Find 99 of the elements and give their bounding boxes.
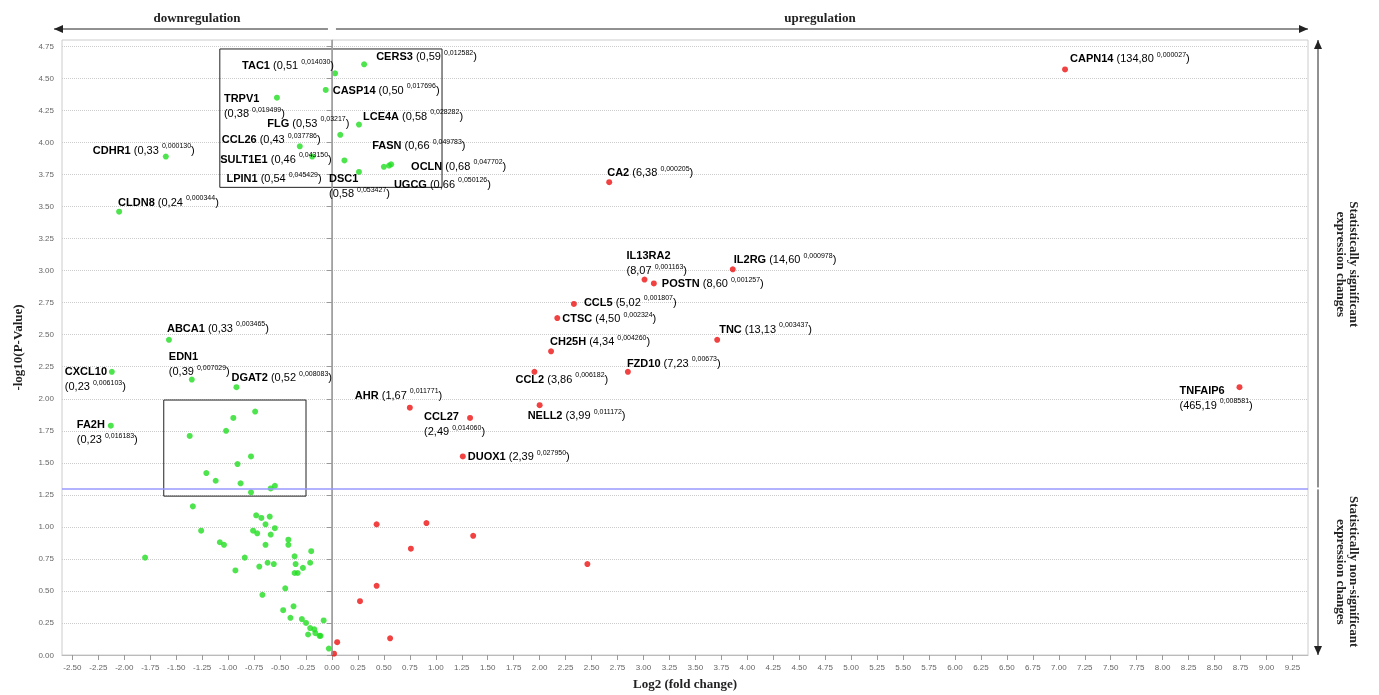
x-tick-label: 2.50 [583, 662, 600, 672]
x-tick-label: 4.25 [765, 662, 782, 672]
text: upregulation [784, 9, 857, 25]
y-tick-label: 1.00 [38, 522, 55, 532]
x-tick-label: 8.50 [1206, 662, 1223, 672]
x-tick-label: 0.50 [376, 662, 393, 672]
x-tick-label: 8.00 [1154, 662, 1171, 672]
x-tick-label: 8.25 [1180, 662, 1197, 672]
point [570, 300, 577, 307]
x-tick-label: 0.00 [324, 662, 341, 672]
x-tick-label: 6.25 [973, 662, 990, 672]
x-tick-label: 4.50 [791, 662, 808, 672]
y-tick-label: 3.75 [38, 170, 55, 180]
y-tick-label: 2.50 [38, 330, 55, 340]
text: Statistically significant expression changes [1334, 201, 1362, 328]
y-tick-label: 2.00 [38, 394, 55, 404]
x-tick-label: 6.50 [999, 662, 1016, 672]
point [624, 368, 631, 375]
x-tick-label: 7.75 [1128, 662, 1146, 672]
point [531, 368, 538, 375]
x-tick-label: -1.50 [167, 662, 186, 672]
x-tick-label: 2.75 [609, 662, 626, 672]
point [423, 520, 430, 527]
x-tick-label: 5.00 [843, 662, 860, 672]
y-tick-label: 3.25 [38, 234, 55, 244]
x-tick-label: -0.50 [270, 662, 290, 672]
point [548, 348, 555, 355]
y-tick-label: 0.75 [38, 554, 55, 564]
y-tick-label: 1.25 [38, 490, 55, 500]
x-tick-label: -2.25 [89, 662, 109, 672]
y-tick-label: 4.25 [38, 105, 55, 115]
x-tick-label: 6.00 [947, 662, 964, 672]
x-tick-label: 6.75 [1025, 662, 1042, 672]
x-tick-label: 1.00 [428, 662, 445, 672]
point [554, 315, 561, 322]
x-tick-label: 2.25 [557, 662, 574, 672]
y-tick-label: 4.50 [38, 73, 55, 83]
point [407, 545, 414, 552]
point [373, 582, 380, 589]
x-tick-label: -1.25 [193, 662, 212, 672]
point [406, 404, 413, 411]
x-tick-label: -1.75 [141, 662, 160, 672]
point [459, 453, 466, 460]
point [387, 635, 394, 642]
x-tick-label: 0.75 [402, 662, 419, 672]
point [606, 179, 613, 186]
y-tick-label: 1.50 [38, 458, 55, 468]
y-tick-label: 4.00 [38, 138, 55, 147]
point [1062, 66, 1069, 73]
y-tick-label: 2.25 [38, 362, 55, 372]
point [641, 276, 648, 283]
x-tick-label: 8.75 [1232, 662, 1249, 672]
x-tick-label: 2.00 [531, 662, 548, 672]
y-tick-label: 0.50 [38, 586, 55, 596]
x-tick-label: -2.00 [115, 662, 134, 672]
y-axis-title: -log10(P-Value) [10, 304, 25, 391]
x-tick-label: 0.25 [350, 662, 367, 672]
y-tick-label: 2.75 [38, 298, 55, 308]
x-tick-label: -0.75 [244, 662, 264, 672]
x-tick-label: -2.50 [63, 662, 83, 672]
x-axis-title: Log2 (fold change) [633, 676, 737, 691]
y-tick-label: 3.00 [38, 266, 55, 276]
point [536, 402, 543, 409]
point [334, 639, 341, 646]
y-tick-label: 0.25 [38, 618, 55, 628]
x-tick-label: 3.25 [661, 662, 678, 672]
x-tick-label: 3.75 [713, 662, 730, 672]
point [467, 414, 474, 421]
x-tick-label: 1.25 [453, 662, 471, 672]
x-tick-label: -0.25 [296, 662, 316, 672]
y-tick-label: 4.75 [38, 41, 55, 51]
text: downregulation [153, 9, 242, 25]
point [650, 280, 657, 287]
point [373, 521, 380, 528]
y-tick-label: 3.50 [38, 202, 55, 212]
x-tick-label: -1.00 [219, 662, 238, 672]
x-tick-label: 1.50 [479, 662, 497, 672]
x-tick-label: 3.00 [635, 662, 652, 672]
x-tick-label: 7.25 [1076, 662, 1094, 672]
point [470, 532, 477, 539]
x-tick-label: 9.00 [1258, 662, 1275, 672]
x-tick-label: 5.25 [869, 662, 886, 672]
x-tick-label: 3.50 [687, 662, 704, 672]
text: Statistically non-significant expression changes [1334, 496, 1362, 649]
point [1236, 384, 1243, 391]
point [357, 598, 363, 605]
x-tick-label: 4.75 [817, 662, 834, 672]
point [729, 266, 736, 273]
x-tick-label: 7.00 [1051, 662, 1068, 672]
x-tick-label: 5.50 [895, 662, 912, 672]
x-tick-label: 7.50 [1102, 662, 1120, 672]
x-tick-label: 1.75 [505, 662, 523, 672]
x-tick-label: 9.25 [1284, 662, 1301, 672]
point [714, 336, 721, 343]
y-tick-label: 1.75 [38, 426, 55, 436]
x-tick-label: 4.00 [739, 662, 756, 672]
y-tick-label: 0.00 [38, 650, 55, 660]
point [584, 561, 591, 568]
x-tick-label: 5.75 [921, 662, 938, 672]
